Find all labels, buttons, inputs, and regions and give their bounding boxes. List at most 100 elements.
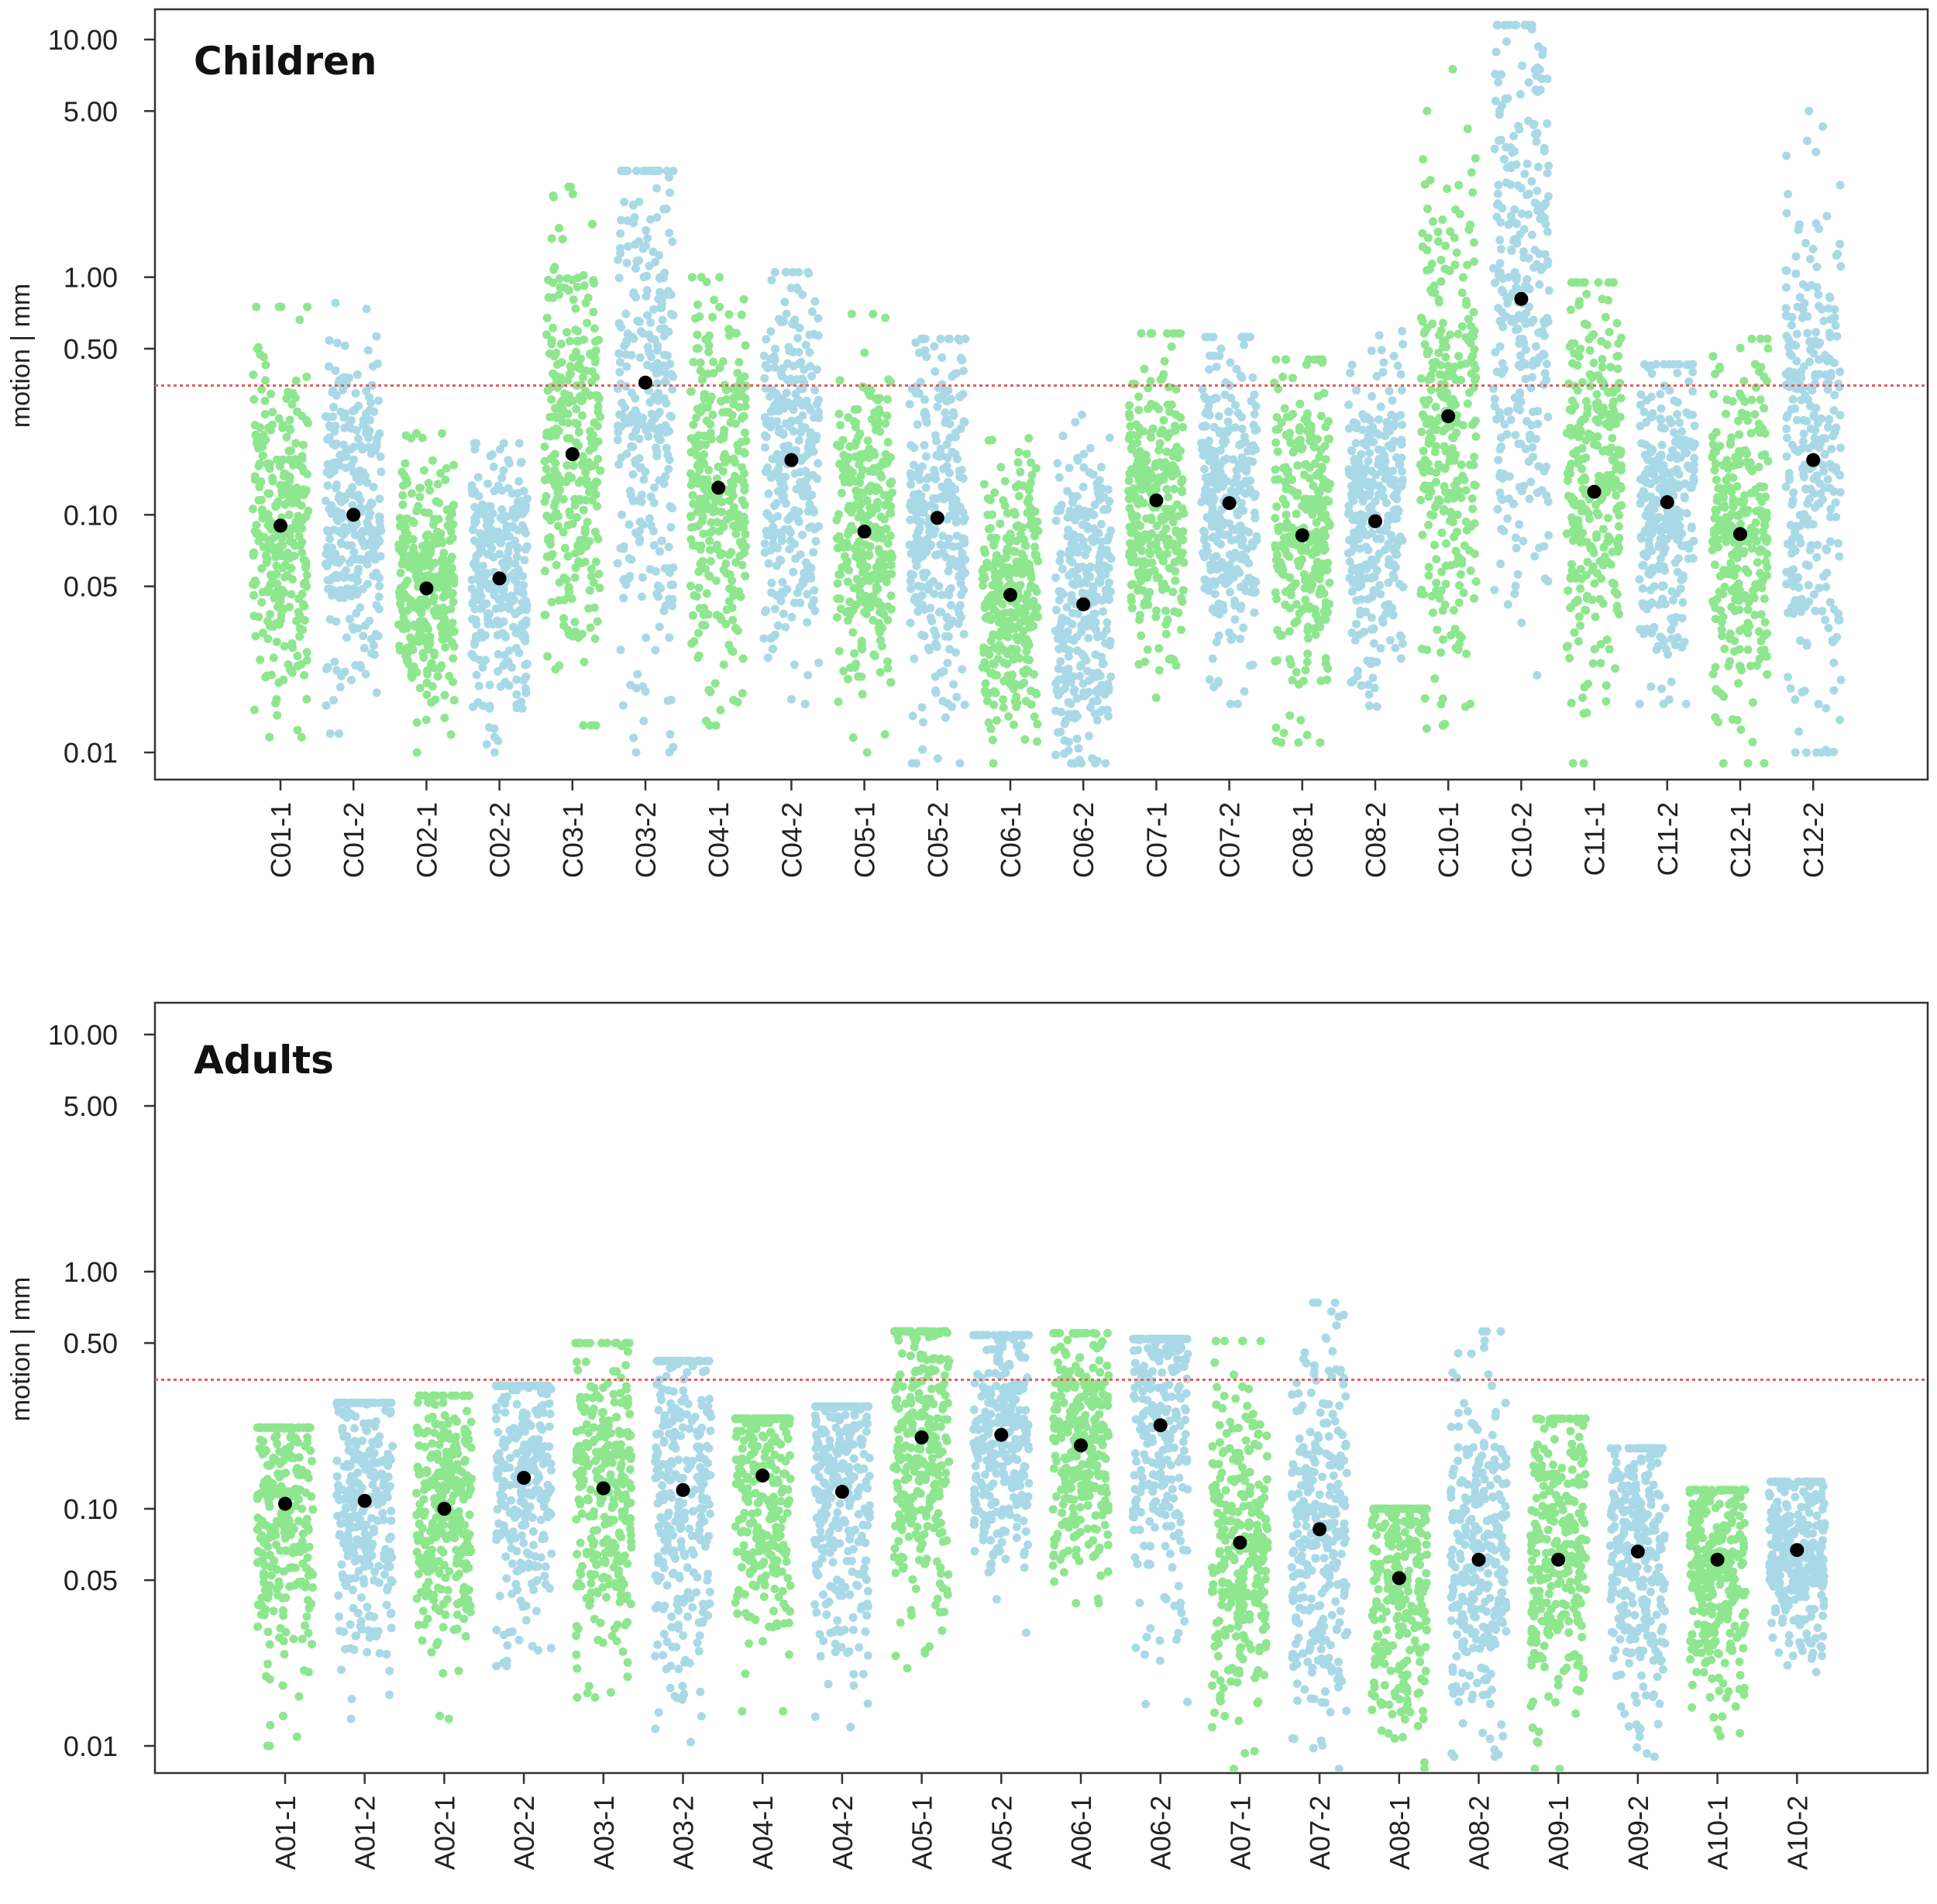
data-point (652, 566, 660, 576)
data-point (566, 362, 575, 370)
data-point (1305, 463, 1314, 472)
data-point (1199, 526, 1208, 535)
data-point (436, 622, 446, 632)
data-point (496, 596, 505, 605)
data-point (511, 643, 521, 652)
data-point (1051, 605, 1061, 615)
data-point (1147, 513, 1156, 522)
data-point (374, 604, 384, 614)
data-point (1026, 618, 1035, 628)
data-point (325, 535, 335, 543)
data-point (325, 504, 334, 514)
data-point (652, 213, 662, 222)
data-point (573, 282, 582, 291)
data-point (1397, 453, 1406, 463)
data-point (1151, 485, 1161, 494)
data-point (1092, 756, 1102, 766)
data-point (733, 440, 742, 449)
data-point (741, 401, 750, 411)
data-point (1096, 708, 1105, 717)
data-point (565, 507, 574, 516)
data-point (1084, 732, 1093, 741)
data-point (281, 470, 291, 479)
data-point (478, 531, 487, 540)
data-point (490, 590, 499, 600)
data-point (1033, 720, 1042, 729)
data-point (1437, 529, 1447, 537)
data-point (887, 570, 896, 579)
data-point (778, 577, 787, 587)
data-point (271, 546, 280, 554)
data-point (781, 622, 790, 632)
data-point (1428, 319, 1437, 329)
data-point (364, 553, 373, 563)
data-point (1082, 690, 1090, 700)
data-point (635, 434, 644, 443)
data-point (687, 273, 697, 282)
data-point (925, 527, 934, 536)
data-point (353, 590, 362, 599)
data-point (1174, 608, 1183, 618)
data-point (429, 607, 439, 616)
data-point (652, 589, 662, 598)
data-point (1055, 595, 1064, 604)
data-point (1074, 563, 1083, 572)
data-point (421, 532, 431, 541)
data-point (274, 678, 284, 687)
data-point (919, 508, 928, 517)
data-point (638, 682, 648, 691)
data-point (1364, 680, 1373, 690)
data-point (1284, 432, 1293, 441)
data-point (869, 309, 878, 318)
data-point (408, 646, 418, 654)
data-point (717, 615, 726, 624)
data-point (256, 349, 265, 359)
data-point (1097, 680, 1106, 690)
data-point (810, 385, 820, 394)
data-point (566, 182, 575, 191)
data-point (1030, 542, 1039, 552)
data-point (1283, 469, 1292, 478)
data-point (651, 646, 660, 655)
data-point (1210, 452, 1220, 461)
data-point (274, 414, 284, 423)
data-point (942, 541, 951, 549)
data-point (1467, 494, 1477, 503)
data-point (1092, 528, 1101, 537)
data-point (857, 643, 866, 652)
data-point (352, 608, 361, 618)
data-point (1106, 636, 1115, 646)
data-point (1205, 577, 1214, 587)
data-point (376, 452, 385, 461)
data-point (857, 547, 866, 556)
data-point (1164, 383, 1173, 391)
data-point (590, 354, 600, 363)
data-point (694, 628, 703, 638)
data-point (302, 656, 311, 665)
data-point (993, 716, 1002, 725)
points-C04-1 (686, 273, 751, 730)
data-point (1313, 487, 1323, 496)
data-point (666, 730, 675, 739)
data-point (798, 530, 807, 539)
data-point (449, 654, 458, 663)
data-point (945, 468, 954, 477)
data-point (759, 634, 769, 643)
data-point (1140, 601, 1149, 610)
data-point (1462, 649, 1471, 659)
data-point (571, 418, 580, 428)
data-point (1299, 677, 1308, 686)
data-point (368, 531, 377, 540)
data-point (783, 585, 792, 594)
data-point (855, 488, 865, 498)
points-C03-2 (613, 167, 678, 757)
data-point (424, 508, 433, 518)
data-point (1239, 623, 1248, 632)
data-point (500, 651, 509, 660)
data-point (1066, 699, 1075, 708)
data-point (1141, 450, 1151, 460)
data-point (766, 327, 776, 336)
data-point (873, 584, 882, 594)
data-point (1347, 677, 1356, 687)
data-point (929, 577, 938, 586)
